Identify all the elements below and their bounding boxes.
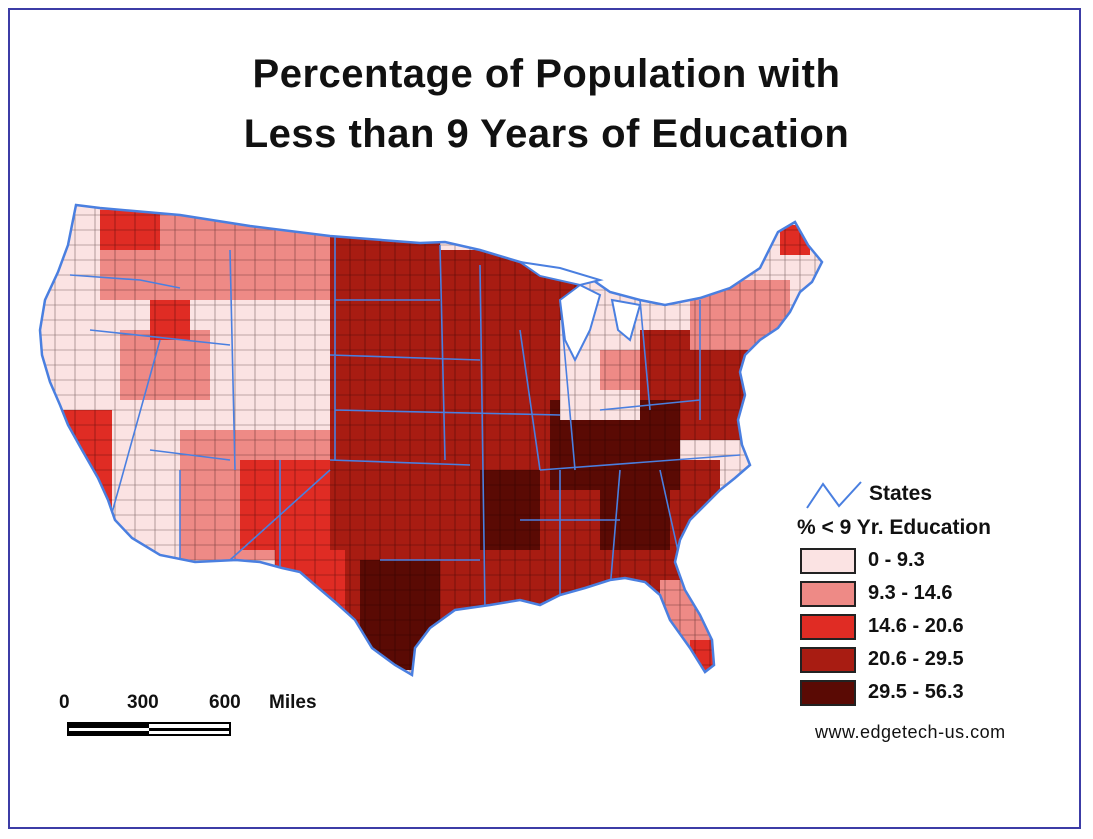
source-credit: www.edgetech-us.com — [815, 722, 1006, 742]
scale-unit-label: Miles — [269, 692, 317, 713]
map-title-line-1: Percentage of Population with — [252, 52, 841, 96]
scale-tick-label: 0 — [59, 692, 70, 713]
legend-states-label: States — [869, 482, 933, 505]
legend-item-label: 29.5 - 56.3 — [868, 681, 964, 703]
legend-swatch — [800, 680, 856, 706]
scale-tick-label: 600 — [209, 692, 241, 713]
legend-swatch — [800, 647, 856, 673]
lake-superior-shape — [519, 261, 604, 287]
legend-item-label: 0 - 9.3 — [868, 549, 925, 571]
scale-bar-graphic — [67, 722, 231, 736]
legend-swatch — [800, 581, 856, 607]
legend-swatch — [800, 614, 856, 640]
legend-heading: % < 9 Yr. Education — [797, 516, 991, 539]
scale-tick-label: 300 — [127, 692, 159, 713]
legend-swatch — [800, 548, 856, 574]
lake-huron-shape — [610, 298, 642, 342]
states-line-icon — [806, 481, 862, 509]
scale-bar: 0 300 600 Miles — [55, 692, 355, 752]
legend-item-label: 20.6 - 29.5 — [868, 648, 964, 670]
map-title-line-2: Less than 9 Years of Education — [243, 112, 850, 156]
legend-item-label: 9.3 - 14.6 — [868, 582, 953, 604]
legend-item-label: 14.6 - 20.6 — [868, 615, 964, 637]
